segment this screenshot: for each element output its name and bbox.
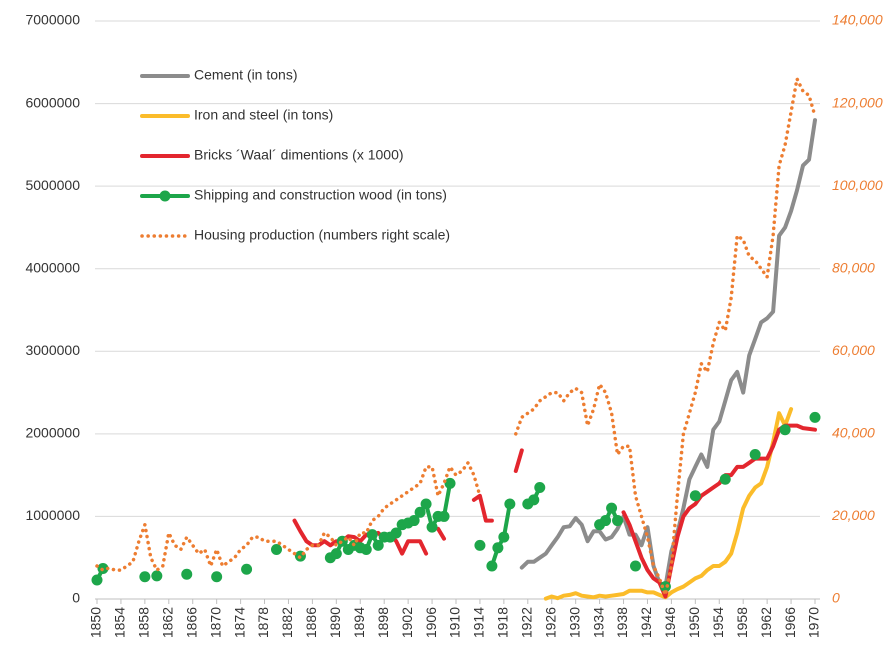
series-marker: [372, 539, 384, 551]
y2-tick-label: 20,000: [831, 507, 875, 523]
series-marker: [600, 515, 612, 527]
series-marker: [486, 560, 498, 572]
series-marker: [420, 498, 432, 510]
series-marker: [390, 527, 402, 539]
series-line: [95, 73, 817, 602]
y2-tick-label: 60,000: [832, 342, 875, 358]
series-marker: [689, 490, 701, 502]
x-tick-label: 1922: [519, 607, 535, 638]
y2-tick-label: 140,000: [832, 12, 883, 28]
x-tick-label: 1870: [207, 607, 223, 638]
series-line: [292, 423, 817, 599]
y2-tick-label: 120,000: [832, 94, 883, 110]
series-marker: [330, 548, 342, 560]
y-tick-label: 1000000: [25, 507, 80, 523]
x-tick-label: 1930: [566, 607, 582, 638]
x-tick-label: 1902: [399, 607, 415, 638]
x-tick-label: 1862: [160, 607, 176, 638]
series-marker: [211, 571, 223, 583]
series-marker: [426, 521, 438, 533]
series-marker: [139, 571, 151, 583]
x-tick-label: 1882: [279, 607, 295, 638]
y-tick-label: 2000000: [25, 425, 80, 441]
x-tick-label: 1850: [88, 607, 104, 638]
series-marker: [360, 543, 372, 555]
series-marker: [528, 494, 540, 506]
y-tick-label: 3000000: [25, 342, 80, 358]
legend-label: Housing production (numbers right scale): [194, 227, 450, 243]
x-tick-label: 1918: [495, 607, 511, 638]
series-marker: [414, 506, 426, 518]
x-tick-label: 1946: [662, 607, 678, 638]
x-tick-label: 1914: [471, 607, 487, 638]
series-marker: [366, 529, 378, 541]
x-tick-label: 1886: [303, 607, 319, 638]
series-marker: [151, 570, 163, 582]
y-tick-label: 0: [72, 590, 80, 606]
series-marker: [408, 515, 420, 527]
x-tick-label: 1898: [375, 607, 391, 638]
y2-tick-label: 0: [832, 590, 840, 606]
x-tick-label: 1910: [447, 607, 463, 638]
series-marker: [779, 424, 791, 436]
x-tick-label: 1894: [351, 607, 367, 638]
series-marker: [91, 574, 103, 586]
x-tick-label: 1854: [112, 607, 128, 638]
series-marker: [492, 542, 504, 554]
series-marker: [474, 539, 486, 551]
series-marker: [630, 560, 641, 572]
x-tick-label: 1890: [327, 607, 343, 638]
series-line: [519, 118, 817, 589]
x-tick-label: 1874: [231, 607, 247, 638]
series-marker: [444, 477, 456, 489]
y-tick-label: 4000000: [25, 259, 80, 275]
y-tick-label: 7000000: [25, 12, 80, 28]
y2-tick-label: 80,000: [832, 259, 875, 275]
legend-label: Iron and steel (in tons): [194, 107, 333, 123]
x-tick-label: 1938: [614, 607, 630, 638]
legend-label: Cement (in tons): [194, 67, 297, 83]
series-marker: [498, 531, 510, 543]
series-line: [97, 417, 815, 580]
x-tick-label: 1858: [136, 607, 152, 638]
series-marker: [438, 510, 450, 522]
x-tick-label: 1906: [423, 607, 439, 638]
x-tick-label: 1950: [686, 607, 702, 638]
x-tick-label: 1878: [255, 607, 271, 638]
x-tick-label: 1926: [542, 607, 558, 638]
x-tick-label: 1934: [590, 607, 606, 638]
x-tick-label: 1866: [183, 607, 199, 638]
legend-label: Shipping and construction wood (in tons): [194, 187, 447, 203]
series-marker: [181, 568, 193, 580]
series-marker: [659, 581, 671, 593]
x-tick-label: 1958: [734, 607, 750, 638]
x-tick-label: 1962: [758, 607, 774, 638]
series-marker: [504, 498, 516, 510]
y-tick-label: 5000000: [25, 177, 80, 193]
x-tick-label: 1970: [806, 607, 822, 638]
y-tick-label: 6000000: [25, 94, 80, 110]
y2-tick-label: 100,000: [832, 177, 883, 193]
series-marker: [606, 502, 618, 514]
series-marker: [534, 482, 546, 494]
series-marker: [809, 411, 821, 423]
x-tick-label: 1942: [638, 607, 654, 638]
series-marker: [719, 473, 731, 485]
series-marker: [241, 563, 253, 575]
series-line: [543, 407, 794, 601]
y2-tick-label: 40,000: [832, 425, 875, 441]
series-marker: [271, 543, 282, 555]
legend-label: Bricks ´Waal´ dimentions (x 1000): [194, 147, 404, 163]
series-marker: [612, 515, 624, 527]
x-tick-label: 1966: [782, 607, 798, 638]
x-tick-label: 1954: [710, 607, 726, 638]
legend-marker: [159, 190, 171, 202]
series-marker: [749, 449, 761, 460]
